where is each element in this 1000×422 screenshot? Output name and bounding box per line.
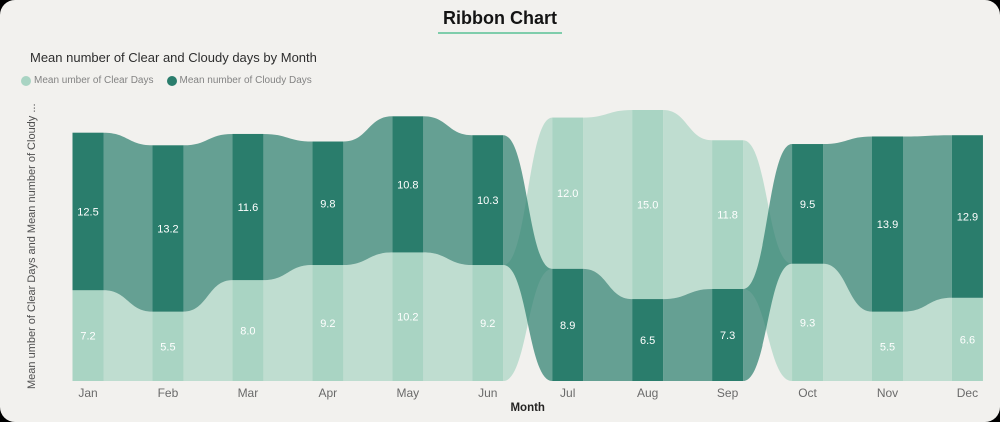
value-label-cloudy-aug: 6.5 bbox=[640, 335, 655, 347]
value-label-cloudy-dec: 12.9 bbox=[957, 212, 978, 224]
ribbon-connector-cloudy bbox=[903, 135, 952, 312]
ribbon-column-cloudy-oct[interactable] bbox=[792, 144, 824, 264]
ribbon-column-cloudy-may[interactable] bbox=[392, 116, 424, 253]
x-tick-label-may: May bbox=[396, 386, 419, 400]
ribbon-connector-cloudy bbox=[343, 116, 393, 266]
ribbon-column-clear-jan[interactable] bbox=[72, 290, 104, 381]
ribbon-column-clear-sep[interactable] bbox=[712, 140, 744, 289]
ribbon-connector-clear bbox=[903, 297, 952, 381]
legend: Mean umber of Clear Days Mean number of … bbox=[21, 75, 312, 86]
legend-label-clear: Mean umber of Clear Days bbox=[34, 75, 154, 86]
x-tick-label-jul: Jul bbox=[560, 386, 575, 400]
x-tick-label-jun: Jun bbox=[478, 386, 497, 400]
ribbon-column-clear-jun[interactable] bbox=[472, 265, 504, 381]
ribbon-column-clear-mar[interactable] bbox=[232, 280, 264, 381]
ribbon-connector-cloudy bbox=[823, 136, 872, 312]
value-label-clear-mar: 8.0 bbox=[240, 326, 255, 338]
value-label-cloudy-jan: 12.5 bbox=[77, 206, 98, 218]
value-label-clear-jan: 7.2 bbox=[80, 331, 95, 343]
value-label-clear-apr: 9.2 bbox=[320, 318, 335, 330]
legend-swatch-cloudy-icon bbox=[166, 75, 177, 86]
value-label-clear-feb: 5.5 bbox=[160, 341, 175, 353]
value-label-cloudy-jun: 10.3 bbox=[477, 195, 498, 207]
legend-item-clear-days[interactable]: Mean umber of Clear Days bbox=[21, 75, 154, 86]
ribbon-column-clear-dec[interactable] bbox=[951, 297, 983, 381]
chart-subtitle: Mean number of Clear and Cloudy days by … bbox=[30, 50, 317, 65]
legend-item-cloudy-days[interactable]: Mean number of Cloudy Days bbox=[166, 75, 312, 86]
value-label-clear-oct: 9.3 bbox=[800, 317, 815, 329]
ribbon-column-cloudy-aug[interactable] bbox=[632, 299, 664, 381]
ribbon-column-cloudy-sep[interactable] bbox=[712, 288, 744, 381]
ribbon-connector-clear bbox=[823, 263, 872, 381]
value-label-cloudy-apr: 9.8 bbox=[320, 198, 335, 210]
ribbon-connector-cloudy bbox=[583, 268, 633, 381]
page-title-wrap: Ribbon Chart bbox=[0, 8, 1000, 34]
value-label-clear-may: 10.2 bbox=[397, 312, 418, 324]
ribbon-connector-cloudy bbox=[663, 288, 713, 381]
ribbon-connector-clear bbox=[103, 290, 153, 381]
value-label-clear-jul: 12.0 bbox=[557, 188, 578, 200]
x-tick-label-mar: Mar bbox=[238, 386, 259, 400]
ribbon-column-clear-oct[interactable] bbox=[792, 263, 824, 381]
ribbon-column-clear-nov[interactable] bbox=[872, 311, 903, 381]
ribbon-column-cloudy-jul[interactable] bbox=[552, 268, 584, 381]
ribbon-column-cloudy-nov[interactable] bbox=[872, 136, 903, 312]
value-label-cloudy-sep: 7.3 bbox=[720, 330, 735, 342]
x-tick-label-sep: Sep bbox=[717, 386, 739, 400]
ribbon-column-cloudy-dec[interactable] bbox=[951, 135, 983, 298]
ribbon-connector-clear bbox=[583, 110, 633, 300]
ribbon-connector-clear bbox=[263, 265, 313, 381]
x-tick-label-dec: Dec bbox=[957, 386, 978, 400]
ribbon-connector-cloudy bbox=[503, 135, 553, 381]
value-label-cloudy-feb: 13.2 bbox=[157, 223, 178, 235]
ribbon-connector-clear bbox=[343, 252, 393, 381]
legend-label-cloudy: Mean number of Cloudy Days bbox=[179, 75, 312, 86]
ribbon-column-clear-feb[interactable] bbox=[152, 311, 184, 381]
ribbon-column-cloudy-jan[interactable] bbox=[72, 132, 104, 291]
value-label-cloudy-nov: 13.9 bbox=[877, 219, 898, 231]
ribbon-connector-cloudy bbox=[183, 133, 233, 312]
x-tick-label-aug: Aug bbox=[637, 386, 658, 400]
value-label-clear-jun: 9.2 bbox=[480, 318, 495, 330]
x-axis-title: Month bbox=[510, 402, 544, 414]
ribbon-column-cloudy-jun[interactable] bbox=[472, 135, 504, 266]
ribbon-column-clear-aug[interactable] bbox=[632, 110, 664, 300]
ribbon-connector-cloudy bbox=[263, 133, 313, 281]
value-label-clear-dec: 6.6 bbox=[960, 334, 975, 346]
ribbon-column-cloudy-feb[interactable] bbox=[152, 145, 184, 312]
x-tick-label-feb: Feb bbox=[158, 386, 179, 400]
ribbon-connector-cloudy bbox=[103, 132, 153, 312]
legend-swatch-clear-icon bbox=[21, 75, 31, 86]
x-tick-label-nov: Nov bbox=[877, 386, 898, 400]
x-tick-label-oct: Oct bbox=[798, 386, 817, 400]
value-label-cloudy-jul: 8.9 bbox=[560, 320, 575, 332]
value-label-clear-aug: 15.0 bbox=[637, 200, 658, 212]
y-axis-title: Mean umber of Clear Days and Mean number… bbox=[26, 103, 38, 389]
value-label-clear-nov: 5.5 bbox=[880, 341, 895, 353]
page-title: Ribbon Chart bbox=[443, 8, 557, 28]
value-label-cloudy-may: 10.8 bbox=[397, 179, 418, 191]
ribbon-column-clear-may[interactable] bbox=[392, 252, 424, 381]
value-label-cloudy-mar: 11.6 bbox=[238, 202, 259, 214]
ribbon-column-clear-apr[interactable] bbox=[312, 265, 344, 381]
x-tick-label-apr: Apr bbox=[319, 386, 338, 400]
value-label-cloudy-oct: 9.5 bbox=[800, 199, 815, 211]
ribbon-connector-clear bbox=[183, 280, 233, 381]
x-tick-label-jan: Jan bbox=[78, 386, 97, 400]
title-underline bbox=[438, 32, 562, 34]
ribbon-connector-clear bbox=[423, 252, 473, 381]
ribbon-column-cloudy-mar[interactable] bbox=[232, 133, 264, 281]
ribbon-column-clear-jul[interactable] bbox=[552, 117, 584, 269]
value-label-clear-sep: 11.8 bbox=[717, 210, 738, 222]
ribbon-connector-clear bbox=[663, 110, 713, 300]
ribbon-column-cloudy-apr[interactable] bbox=[312, 141, 344, 266]
ribbon-connector-cloudy bbox=[423, 116, 473, 266]
ribbon-connector-cloudy bbox=[743, 144, 793, 381]
